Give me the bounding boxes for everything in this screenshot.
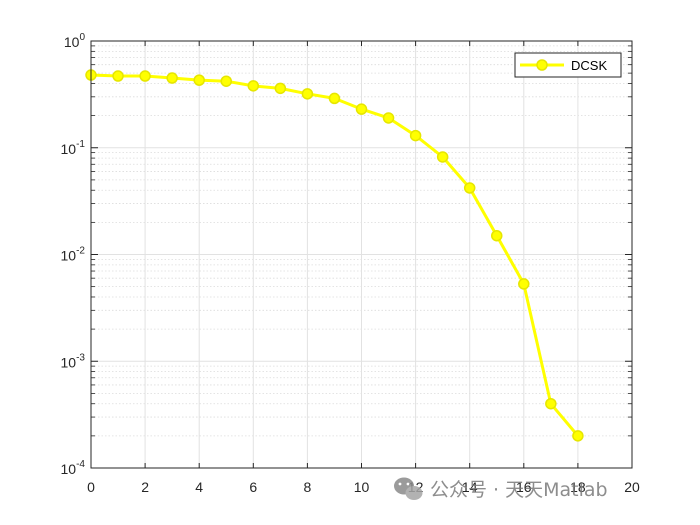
x-tick-label: 16 (516, 479, 532, 495)
y-tick-label: 10-2 (61, 246, 86, 264)
legend-label-dcsk: DCSK (571, 58, 607, 73)
data-point (166, 72, 178, 84)
data-point (382, 112, 395, 124)
x-tick-label: 6 (249, 479, 257, 495)
x-tick-label: 20 (624, 479, 640, 495)
data-point (274, 82, 287, 95)
wechat-icon (394, 477, 423, 500)
data-point (436, 151, 449, 163)
x-tick-label: 14 (462, 479, 478, 495)
x-tick-label: 0 (87, 479, 95, 495)
data-point (193, 74, 205, 86)
y-tick-label: 10-3 (61, 352, 86, 370)
data-point (572, 430, 584, 442)
data-point (328, 92, 341, 105)
x-tick-label: 8 (304, 479, 312, 495)
data-point (247, 80, 260, 92)
data-point (518, 278, 530, 290)
watermark: 公众号 · 天天Matlab (394, 477, 608, 501)
x-axis: 02468101214161820 (87, 41, 640, 495)
y-axis: 100 10-1 10-2 10-3 10-4 (61, 32, 632, 477)
data-point (409, 129, 422, 142)
data-point (301, 88, 314, 100)
x-tick-label: 10 (354, 479, 370, 495)
y-tick-label: 10-1 (61, 139, 86, 157)
data-point (545, 397, 557, 410)
legend-marker (536, 59, 548, 71)
y-tick-label: 10-4 (61, 459, 86, 477)
y-tick-label: 100 (64, 32, 86, 50)
legend: DCSK (514, 52, 622, 78)
data-point (112, 70, 124, 82)
data-point (463, 182, 476, 194)
x-tick-label: 4 (195, 479, 203, 495)
data-point (220, 75, 232, 87)
data-point (139, 70, 151, 82)
data-point (491, 229, 503, 242)
watermark-text: 公众号 · 天天Matlab (430, 479, 608, 501)
data-point (355, 103, 368, 115)
series-layer (85, 69, 584, 442)
x-tick-label: 18 (570, 479, 586, 495)
x-tick-label: 2 (141, 479, 149, 495)
